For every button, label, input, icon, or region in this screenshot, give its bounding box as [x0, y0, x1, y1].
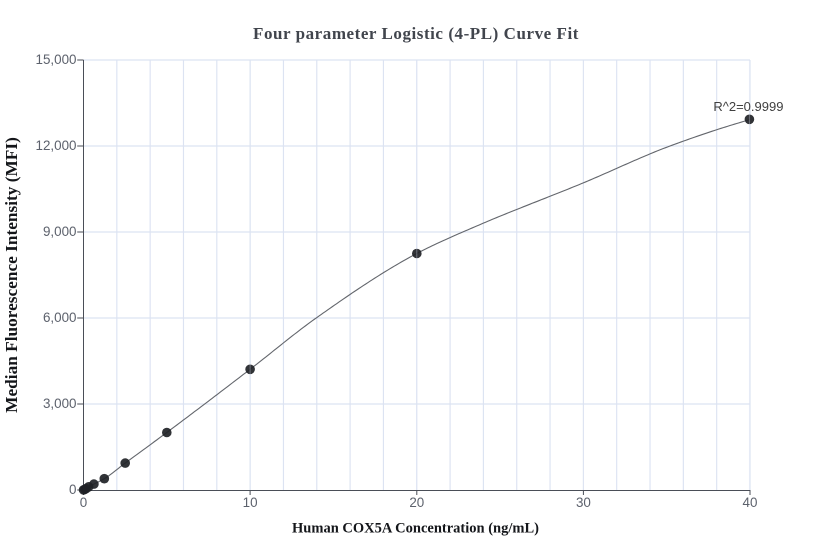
svg-text:R^2=0.9999: R^2=0.9999 [713, 99, 783, 114]
svg-text:0: 0 [80, 495, 87, 510]
svg-text:15,000: 15,000 [36, 52, 77, 67]
svg-text:10: 10 [243, 495, 258, 510]
svg-text:0: 0 [69, 482, 76, 497]
svg-text:Four parameter Logistic (4-PL): Four parameter Logistic (4-PL) Curve Fit [253, 24, 579, 43]
svg-text:20: 20 [409, 495, 424, 510]
svg-text:Human COX5A Concentration (ng/: Human COX5A Concentration (ng/mL) [292, 521, 539, 537]
svg-text:30: 30 [576, 495, 591, 510]
svg-text:12,000: 12,000 [36, 138, 77, 153]
svg-text:6,000: 6,000 [43, 310, 77, 325]
svg-text:3,000: 3,000 [43, 396, 77, 411]
svg-text:40: 40 [743, 495, 758, 510]
svg-text:Median Fluorescence Intensity: Median Fluorescence Intensity (MFI) [2, 137, 21, 413]
svg-text:9,000: 9,000 [43, 224, 77, 239]
